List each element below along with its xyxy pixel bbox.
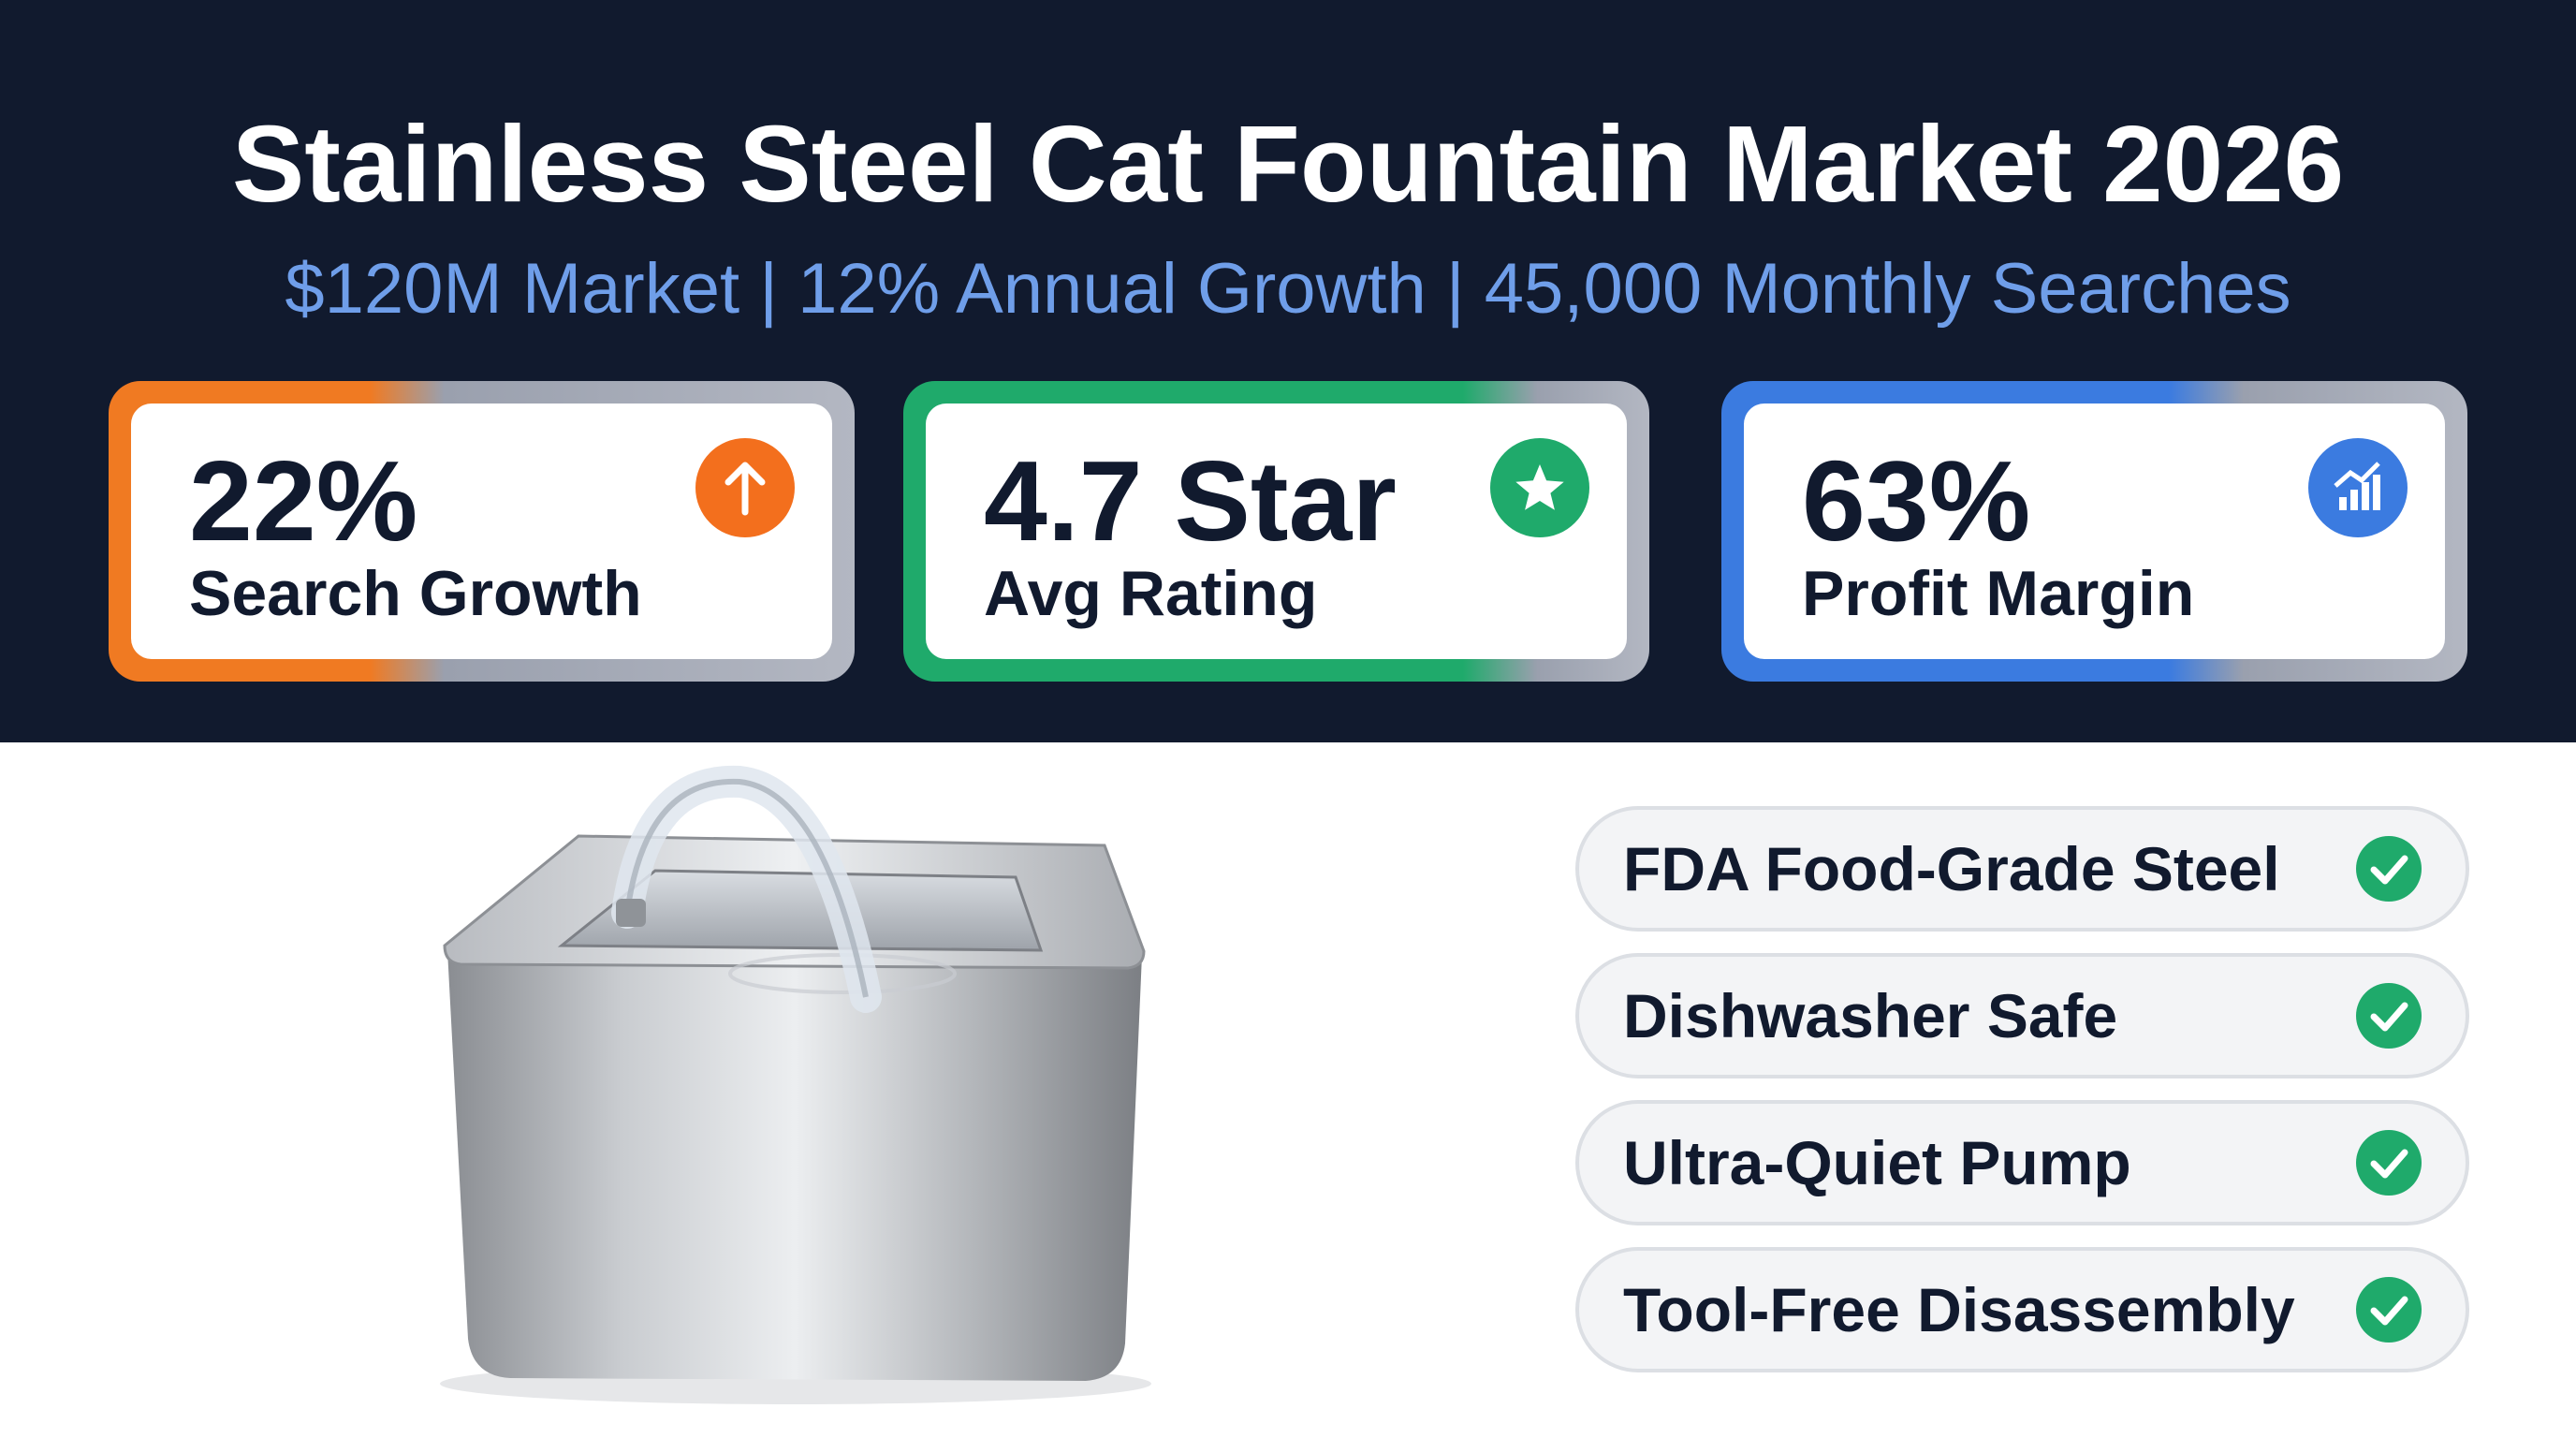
- check-icon: [2356, 983, 2422, 1049]
- stat-value: 63%: [1802, 437, 2030, 565]
- stat-value: 4.7 Star: [984, 437, 1397, 565]
- check-mark: [2370, 1296, 2408, 1326]
- pill: [1575, 1247, 2469, 1372]
- icon-arrow: [724, 462, 766, 516]
- icon-bar: [2350, 490, 2358, 510]
- feature-text: FDA Food-Grade Steel: [1623, 834, 2280, 903]
- icon-trend: [2334, 462, 2380, 488]
- check-icon: [2356, 1130, 2422, 1196]
- icon-bar: [2362, 482, 2369, 510]
- stat-label: Search Growth: [189, 558, 642, 629]
- stat-card: 63%Profit Margin: [1721, 381, 2467, 682]
- icon-bar: [2339, 497, 2347, 510]
- check-icon: [2356, 836, 2422, 902]
- check-mark: [2370, 855, 2408, 885]
- card-body: [131, 404, 832, 659]
- feature-pill: Ultra-Quiet Pump: [1575, 1100, 2469, 1225]
- pill: [1575, 953, 2469, 1078]
- title: Stainless Steel Cat Fountain Market 2026: [232, 103, 2344, 225]
- pill: [1575, 1100, 2469, 1225]
- stat-label: Profit Margin: [1802, 558, 2194, 629]
- stat-icon: [2308, 438, 2408, 537]
- feature-pill: FDA Food-Grade Steel: [1575, 806, 2469, 932]
- feature-text: Tool-Free Disassembly: [1623, 1275, 2295, 1344]
- stat-value: 22%: [189, 437, 417, 565]
- feature-text: Ultra-Quiet Pump: [1623, 1128, 2131, 1197]
- card-body: [1744, 404, 2445, 659]
- stat-label: Avg Rating: [984, 558, 1317, 629]
- icon-bar: [2373, 475, 2380, 510]
- feature-pill: Tool-Free Disassembly: [1575, 1247, 2469, 1372]
- product-image: [440, 765, 1151, 1404]
- icon-star: [1515, 464, 1564, 510]
- feature-list: FDA Food-Grade Steel Dishwasher Safe Ultra…: [1575, 806, 2469, 1372]
- check-icon: [2356, 1277, 2422, 1343]
- stat-card: 22%Search Growth: [109, 381, 855, 682]
- card-body: [926, 404, 1627, 659]
- feature-pill: Dishwasher Safe: [1575, 953, 2469, 1078]
- feature-text: Dishwasher Safe: [1623, 981, 2117, 1050]
- subtitle: $120M Market | 12% Annual Growth | 45,00…: [285, 249, 2291, 329]
- pill: [1575, 806, 2469, 932]
- check-mark: [2370, 1002, 2408, 1032]
- check-mark: [2370, 1149, 2408, 1179]
